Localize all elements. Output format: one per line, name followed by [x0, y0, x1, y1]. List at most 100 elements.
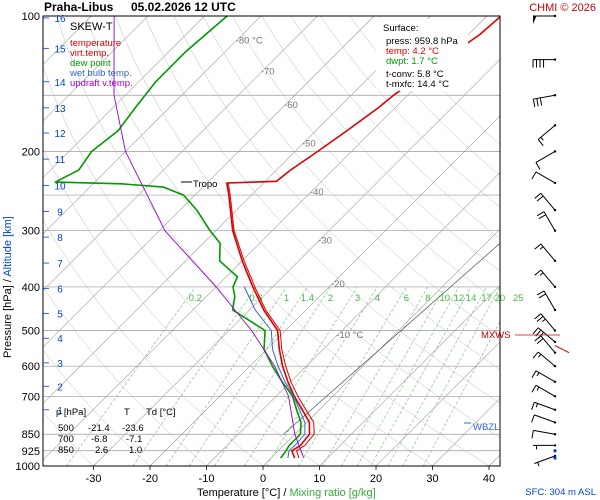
barb-flag — [533, 16, 537, 24]
barb-staff — [540, 192, 556, 211]
barb-station-dot — [553, 421, 557, 424]
barb-station-dot — [553, 351, 557, 354]
barb-station-dot — [553, 208, 557, 212]
barb-station-dot — [553, 124, 557, 127]
isotherm-line — [43, 16, 149, 122]
barb-station-dot — [553, 308, 557, 312]
mixing-ratio-label: 3 — [355, 293, 360, 304]
level-table: p [hPa] T Td [°C] 500 -21.4 -23.6 700 -6… — [56, 407, 176, 456]
dry-adiabat — [43, 147, 320, 466]
pressure-tick-label: 400 — [22, 282, 40, 294]
altitude-tick-label: 5 — [57, 309, 63, 320]
isotherm-label: -10 °C — [336, 330, 363, 341]
series-virt-temp — [227, 182, 315, 459]
altitude-tick-label: 13 — [54, 104, 66, 115]
wind-barb — [534, 454, 557, 467]
wind-barb — [534, 269, 557, 289]
barb-station-dot — [553, 58, 557, 61]
altitude-tick-label: 14 — [54, 78, 66, 89]
table-cell: 2.6 — [95, 445, 108, 456]
isotherm-label: -30 — [318, 235, 332, 246]
wind-barb — [533, 444, 557, 450]
mixing-ratio-line — [188, 286, 308, 466]
mxws-label: MXWS — [481, 330, 511, 341]
altitude-tick-label: 6 — [57, 284, 63, 295]
table-cell: -21.4 — [88, 423, 110, 434]
x-tick-label: -20 — [142, 473, 158, 485]
pressure-tick-label: 200 — [22, 146, 40, 158]
surface-temp: temp: 4.2 °C — [386, 46, 439, 57]
table-cell: 700 — [58, 434, 74, 445]
mixing-ratio-line — [214, 286, 331, 466]
barb-staff — [534, 414, 556, 423]
barb-feather — [534, 335, 542, 342]
dry-adiabat — [320, 16, 500, 208]
mixing-ratio-line — [266, 286, 378, 466]
barb-feather — [531, 385, 537, 393]
dry-adiabat — [43, 286, 207, 466]
isotherm-line — [43, 16, 318, 291]
barb-feather — [531, 171, 537, 180]
barb-feather — [532, 351, 539, 359]
surface-title: Surface: — [383, 23, 418, 34]
table-header-t: T — [124, 407, 130, 418]
reference-line — [283, 243, 500, 435]
x-tick-label: 10 — [313, 473, 325, 485]
mixing-ratio-label: 14 — [466, 293, 477, 304]
barb-staff — [537, 351, 556, 367]
barb-staff — [534, 401, 556, 411]
barb-station-dot — [553, 395, 557, 398]
table-cell: -23.6 — [122, 423, 144, 434]
altitude-tick-label: 15 — [54, 44, 66, 55]
altitude-tick-label: 16 — [54, 14, 66, 25]
isotherm-line — [375, 341, 500, 466]
dry-adiabat — [173, 16, 500, 370]
altitude-tick-label: 1 — [57, 406, 63, 417]
barb-feather — [534, 269, 542, 276]
dry-adiabat — [115, 16, 500, 439]
mixing-ratio-line — [422, 320, 500, 466]
surface-tmxfc: t-mxfc: 14.4 °C — [386, 79, 449, 90]
mixing-ratio-label: 1 — [284, 293, 289, 304]
isotherm-line — [43, 16, 375, 348]
pressure-tick-label: 850 — [22, 429, 40, 441]
barb-half-feather — [537, 353, 542, 358]
barb-station-dot — [553, 340, 557, 344]
barb-feather — [536, 338, 544, 345]
mixing-ratio-label: 25 — [513, 293, 524, 304]
series-dew-point — [54, 16, 302, 459]
wind-barb — [531, 171, 557, 185]
mixing-ratio-label: 6 — [404, 293, 409, 304]
altitude-tick-label: 9 — [57, 208, 63, 219]
barb-half-feather — [536, 386, 540, 391]
isotherm-line — [262, 228, 500, 466]
barb-staff — [540, 269, 556, 288]
isotherm-line — [206, 172, 500, 466]
legend-virt-temp: virt.temp. — [70, 48, 109, 59]
barb-station-dot — [553, 94, 557, 97]
legend: SKEW-T temperature virt.temp. dew point … — [69, 21, 133, 89]
barb-feather — [534, 313, 542, 320]
tropopause-label: Tropo — [193, 179, 217, 190]
barb-staff — [543, 211, 556, 231]
x-tick-label: -10 — [199, 473, 215, 485]
mixing-ratio-label: 0.6 — [249, 293, 262, 304]
wind-barb — [536, 211, 557, 232]
barb-feather — [536, 290, 545, 296]
dry-adiabat — [290, 16, 500, 240]
barb-staff — [533, 429, 556, 435]
wind-barb — [532, 94, 557, 108]
wind-barb — [534, 313, 557, 332]
barb-station-dot — [553, 433, 557, 436]
pressure-tick-label: 300 — [22, 226, 40, 238]
mixing-ratio-line — [387, 286, 487, 466]
barb-feather — [536, 211, 545, 217]
wbzl-label: WBZL — [473, 422, 499, 433]
mixing-ratio-line — [66, 286, 196, 466]
barb-feather — [532, 327, 539, 335]
barb-station-dot — [553, 259, 557, 263]
barb-feather — [531, 430, 534, 439]
legend-title: SKEW-T — [70, 21, 113, 33]
surface-barb-marker — [553, 449, 557, 453]
